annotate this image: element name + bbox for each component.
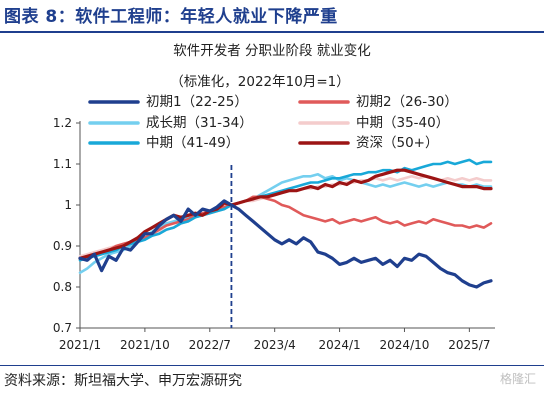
x-tick-label: 2025/7 (448, 338, 490, 352)
line-chart: 软件开发者 分职业阶段 就业变化 （标准化，2022年10月=1） 初期1（22… (53, 43, 495, 352)
chart-title: 软件开发者 分职业阶段 就业变化 (173, 43, 371, 59)
source-note: 资料来源：斯坦福大学、申万宏源研究 (4, 373, 242, 389)
legend-item: 资深（50+） (298, 135, 439, 151)
legend-item: 初期1（22-25） (88, 93, 248, 110)
series-line (78, 158, 493, 262)
page-title: 图表 8：软件工程师：年轻人就业下降严重 (4, 7, 338, 27)
legend-label: 初期2（26-30） (356, 93, 458, 110)
series-layer (78, 158, 493, 289)
legend-item: 初期2（26-30） (298, 93, 458, 110)
y-tick-label: 0.7 (53, 321, 72, 335)
legend-item: 中期（41-49） (88, 135, 239, 151)
series-line (78, 195, 493, 260)
legend-label: 资深（50+） (356, 135, 439, 151)
watermark: 格隆汇 (499, 372, 536, 386)
legend-label: 成长期（31-34） (146, 115, 253, 131)
y-tick-label: 1.1 (53, 157, 72, 171)
x-tick-label: 2021/10 (120, 338, 170, 352)
axes: 0.7 0.8 0.9 1 1.1 1.2 2021/1 2021/10 2022/7 2023/… (53, 116, 495, 352)
y-tick-label: 1 (64, 198, 72, 212)
x-tick-label: 2024/1 (318, 338, 360, 352)
x-tick-label: 2021/1 (59, 338, 101, 352)
legend-label: 初期1（22-25） (146, 93, 248, 110)
y-tick-label: 0.9 (53, 239, 72, 253)
legend-label: 中期（41-49） (146, 135, 239, 151)
bottom-rule (0, 365, 544, 366)
x-tick-label: 2023/4 (254, 338, 296, 352)
series-line (78, 199, 493, 289)
x-tick-label: 2024/10 (380, 338, 430, 352)
chart-subtitle: （标准化，2022年10月=1） (170, 74, 349, 90)
legend-item: 成长期（31-34） (88, 115, 253, 131)
legend-item: 中期（35-40） (298, 115, 449, 131)
x-tick-label: 2022/7 (189, 338, 231, 352)
series-line (78, 168, 493, 260)
legend: 初期1（22-25） 初期2（26-30） 成长期（31-34） 中期（35-40） 中… (88, 93, 458, 151)
y-tick-label: 0.8 (53, 280, 72, 294)
legend-label: 中期（35-40） (356, 115, 449, 131)
title-rule (0, 31, 544, 33)
y-tick-label: 1.2 (53, 116, 72, 130)
